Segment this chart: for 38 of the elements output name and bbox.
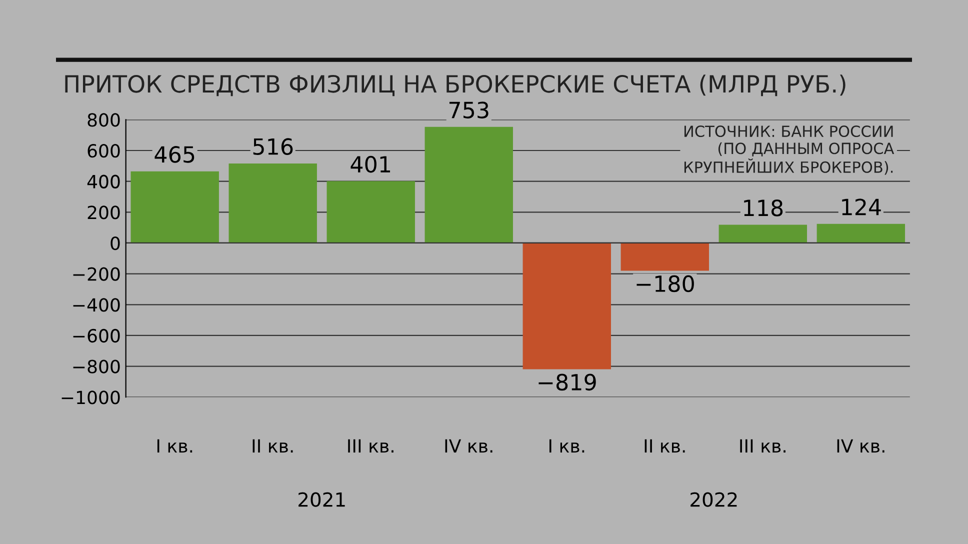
- y-tick-label: 600: [88, 144, 120, 158]
- x-tick-label: II кв.: [252, 439, 293, 453]
- bar: [130, 171, 219, 243]
- data-label: 401: [350, 156, 390, 173]
- bar: [522, 242, 611, 370]
- y-tick-label: 0: [110, 236, 120, 250]
- data-label: −819: [538, 374, 596, 391]
- annotation: ИСТОЧНИК: БАНК РОССИИ (ПО ДАННЫМ ОПРОСА КРУПНЕЙШИХ БРОКЕРОВ).: [684, 126, 894, 175]
- data-label: 516: [253, 138, 293, 155]
- chart-title: ПРИТОК СРЕДСТВ ФИЗЛИЦ НА БРОКЕРСКИЕ СЧЕТА (МЛРД РУБ.): [65, 74, 846, 96]
- y-tick-label: −1000: [62, 390, 120, 404]
- y-tick-label: 400: [87, 174, 120, 188]
- y-tick-label: −200: [73, 267, 120, 281]
- y-tick-label: 800: [88, 113, 120, 127]
- bar: [620, 242, 709, 271]
- data-label: 118: [744, 200, 783, 216]
- y-tick-label: −800: [73, 360, 120, 374]
- data-label: 465: [154, 146, 194, 163]
- bar: [718, 224, 808, 243]
- x-tick-label: I кв.: [157, 439, 192, 453]
- data-label: −180: [636, 275, 694, 292]
- y-tick-label: −400: [73, 298, 120, 312]
- y-tick-label: 200: [88, 206, 120, 220]
- data-label: 753: [449, 102, 488, 118]
- x-tick-label: I кв.: [549, 439, 584, 453]
- bar: [228, 163, 317, 243]
- text: 2021: [298, 492, 345, 507]
- bar: [424, 126, 513, 243]
- bar: [326, 181, 415, 243]
- text: 2022: [690, 492, 737, 507]
- x-tick-label: IV кв.: [837, 439, 884, 453]
- bar: [816, 224, 906, 243]
- x-tick-label: IV кв.: [445, 439, 492, 453]
- data-label: 124: [842, 198, 881, 216]
- x-tick-label: III кв.: [348, 439, 394, 453]
- x-tick-label: III кв.: [740, 439, 786, 453]
- x-tick-label: II кв.: [644, 439, 685, 453]
- y-tick-label: −600: [73, 328, 120, 343]
